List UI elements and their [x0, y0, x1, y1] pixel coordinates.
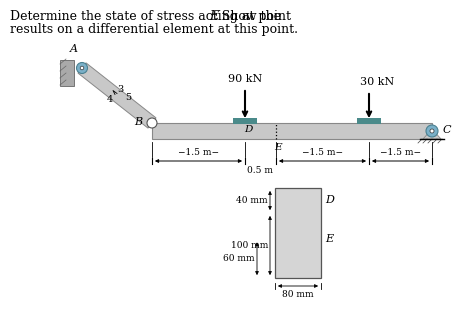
Text: . Show the: . Show the — [214, 10, 281, 23]
Text: 100 mm: 100 mm — [231, 241, 268, 250]
Text: E: E — [325, 235, 333, 244]
Text: −1.5 m−: −1.5 m− — [178, 148, 219, 157]
Text: 60 mm: 60 mm — [223, 254, 255, 263]
Text: E: E — [209, 10, 218, 23]
Text: Determine the state of stress acting at point: Determine the state of stress acting at … — [10, 10, 295, 23]
Bar — [233, 118, 257, 124]
Text: D: D — [325, 195, 334, 205]
Text: 3: 3 — [117, 85, 123, 94]
Bar — [60, 60, 74, 86]
Circle shape — [80, 66, 84, 70]
Circle shape — [76, 62, 88, 74]
Circle shape — [147, 118, 157, 128]
Text: A: A — [70, 44, 78, 54]
Bar — [275, 188, 321, 278]
Text: E: E — [274, 143, 282, 152]
Polygon shape — [423, 129, 441, 139]
Text: D: D — [244, 126, 252, 134]
Text: −1.5 m−: −1.5 m− — [302, 148, 343, 157]
Text: 80 mm: 80 mm — [282, 290, 314, 299]
Text: 30 kN: 30 kN — [360, 77, 394, 87]
Bar — [357, 118, 381, 124]
Text: 90 kN: 90 kN — [228, 74, 262, 84]
Circle shape — [430, 129, 434, 133]
Text: 0.5 m: 0.5 m — [247, 166, 273, 175]
Text: −1.5 m−: −1.5 m− — [380, 148, 421, 157]
Text: C: C — [443, 125, 452, 135]
Text: 4: 4 — [107, 95, 113, 104]
Circle shape — [426, 125, 438, 137]
Polygon shape — [78, 63, 156, 128]
Text: 5: 5 — [125, 93, 131, 102]
Text: B: B — [134, 117, 142, 127]
Text: 40 mm: 40 mm — [237, 196, 268, 205]
Bar — [152, 123, 432, 139]
Text: results on a differential element at this point.: results on a differential element at thi… — [10, 23, 298, 36]
